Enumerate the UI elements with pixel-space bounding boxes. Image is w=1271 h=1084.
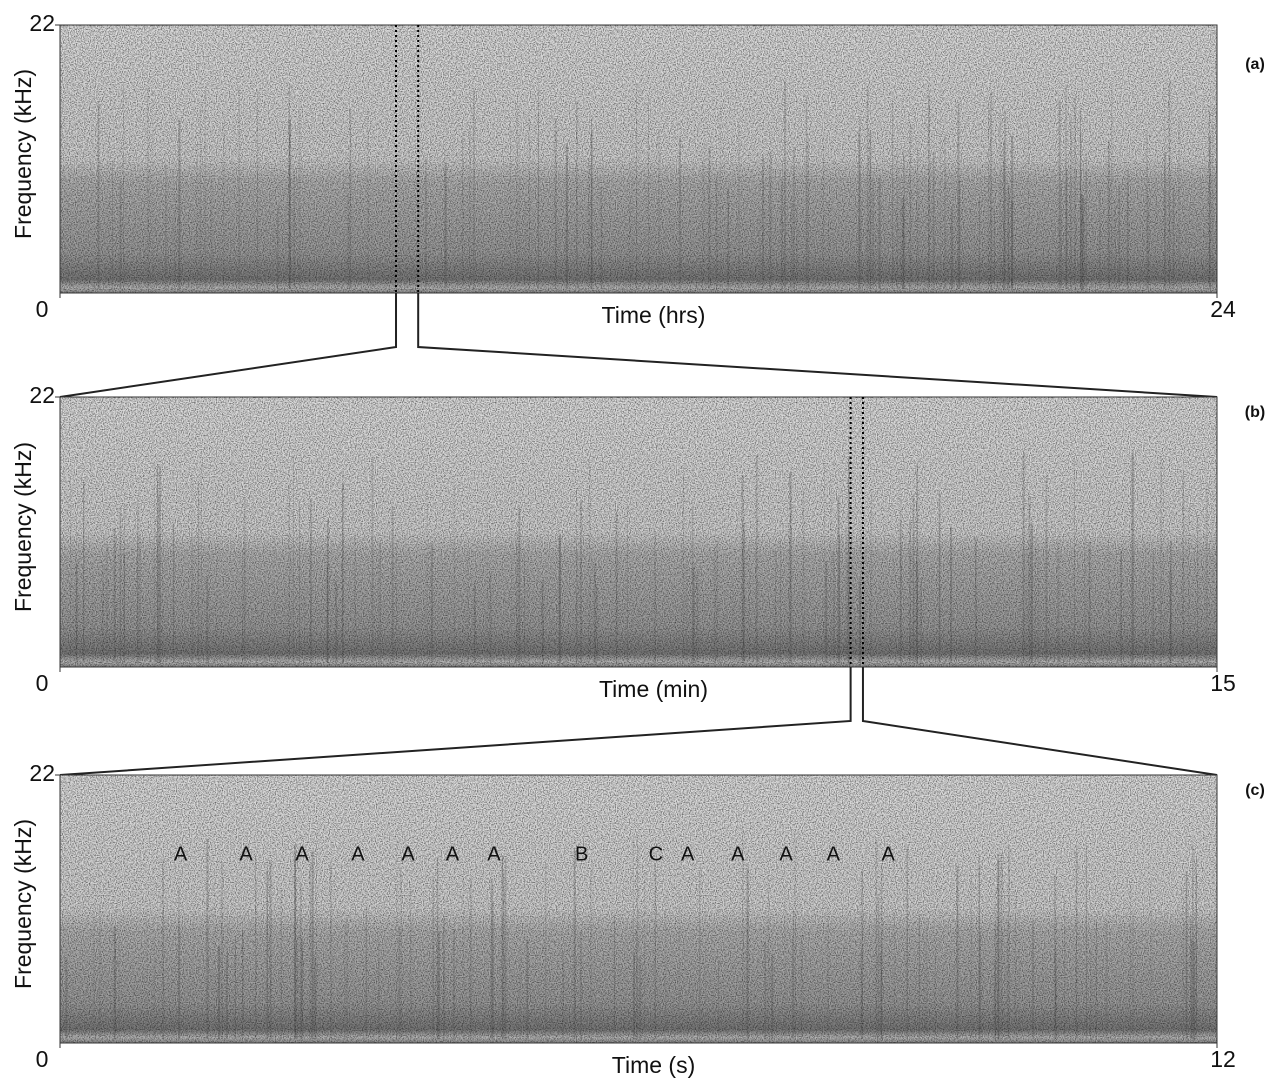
plot-frame (59, 774, 1218, 1044)
call-label: A (882, 843, 896, 865)
y-axis-label: Frequency (kHz) (10, 69, 36, 239)
call-label: A (174, 843, 188, 865)
call-label: A (351, 843, 365, 865)
x-tick-label: 15 (1210, 670, 1236, 696)
y-tick-label: 22 (29, 10, 55, 36)
x-axis-label: Time (s) (612, 1052, 695, 1078)
y-axis-label: Frequency (kHz) (10, 442, 36, 612)
call-label: A (401, 843, 415, 865)
x-tick-label: 12 (1210, 1046, 1236, 1072)
y-tick-label: 22 (29, 382, 55, 408)
panel-label: (a) (1245, 56, 1265, 73)
call-label: A (827, 843, 841, 865)
call-label: C (649, 843, 663, 865)
panel-label: (b) (1245, 404, 1265, 421)
call-label: A (295, 843, 309, 865)
x-tick-label: 24 (1210, 296, 1236, 322)
y-axis-label: Frequency (kHz) (10, 819, 36, 989)
call-label: A (731, 843, 745, 865)
x-tick-label: 0 (36, 1046, 49, 1072)
x-axis-label: Time (min) (599, 676, 708, 702)
x-tick-label: 0 (36, 296, 49, 322)
zoom-connector (59, 293, 398, 398)
call-label: A (681, 843, 695, 865)
zoom-connector (59, 667, 852, 776)
call-label: A (446, 843, 460, 865)
zoom-connector (417, 293, 1218, 398)
plot-frame (59, 396, 1218, 668)
plot-frame (59, 24, 1218, 294)
spectrogram-grain (60, 397, 1217, 667)
y-tick-label: 22 (29, 760, 55, 786)
call-label: A (239, 843, 253, 865)
x-tick-label: 0 (36, 670, 49, 696)
spectrogram-grain (60, 775, 1217, 1043)
zoom-connector (861, 667, 1218, 776)
panel-label: (c) (1245, 782, 1265, 799)
x-axis-label: Time (hrs) (602, 302, 706, 328)
call-label: B (575, 843, 588, 865)
spectrogram-grain (60, 25, 1217, 293)
call-label: A (487, 843, 501, 865)
call-label: A (779, 843, 793, 865)
